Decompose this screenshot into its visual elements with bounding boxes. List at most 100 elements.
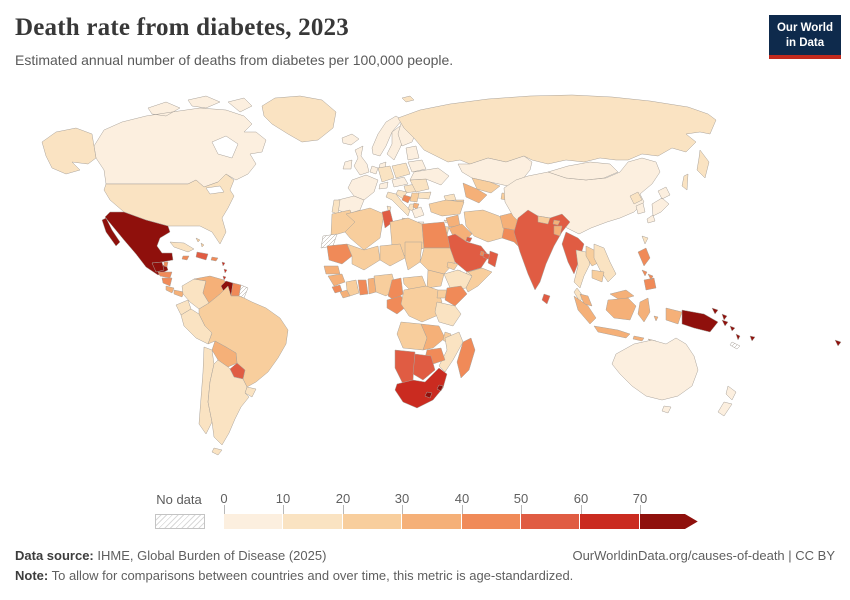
country-zambia[interactable] <box>420 323 446 351</box>
legend-no-data-swatch[interactable] <box>155 514 205 529</box>
country-taiwan[interactable] <box>641 235 649 245</box>
country-cote-divoire[interactable] <box>345 279 360 297</box>
country-uzbekistan[interactable] <box>471 177 501 194</box>
country-vietnam[interactable] <box>593 243 617 283</box>
country-papua-new-guinea[interactable] <box>681 307 728 333</box>
credit-link[interactable]: OurWorldinData.org/causes-of-death | CC … <box>572 548 835 563</box>
country-philippines[interactable] <box>637 247 657 291</box>
country-south-africa[interactable] <box>394 367 448 409</box>
country-turkey[interactable] <box>428 199 465 217</box>
country-australia[interactable] <box>611 337 699 414</box>
country-belarus[interactable] <box>407 159 427 173</box>
country-ukraine[interactable] <box>409 167 450 186</box>
country-united-kingdom[interactable] <box>353 145 370 176</box>
country-greenland[interactable] <box>261 95 337 143</box>
legend-bin-70-plus[interactable] <box>639 514 698 529</box>
country-lesotho[interactable] <box>424 391 433 399</box>
country-austria-czechia[interactable] <box>391 176 409 188</box>
country-sudan[interactable] <box>419 247 456 275</box>
country-ghana[interactable] <box>357 279 369 296</box>
country-jamaica[interactable] <box>181 255 190 261</box>
country-turkmenistan[interactable] <box>462 182 488 204</box>
country-bosnia-herzegovina[interactable] <box>401 194 412 204</box>
country-haiti[interactable] <box>195 251 209 261</box>
country-brazil[interactable] <box>198 285 289 388</box>
legend-bin-50-60[interactable] <box>520 514 581 529</box>
country-somalia[interactable] <box>465 267 493 293</box>
country-mozambique[interactable] <box>438 331 464 373</box>
country-bhutan[interactable] <box>552 219 561 226</box>
country-nepal[interactable] <box>537 215 551 225</box>
country-puerto-rico[interactable] <box>210 256 219 262</box>
country-panama[interactable] <box>173 289 185 298</box>
country-portugal[interactable] <box>331 199 341 215</box>
country-belize[interactable] <box>163 261 169 268</box>
legend-bin-40-50[interactable] <box>461 514 521 529</box>
country-france[interactable] <box>347 174 379 201</box>
owid-logo[interactable]: Our World in Data <box>768 15 841 59</box>
country-norway[interactable] <box>371 115 403 157</box>
country-bahamas[interactable] <box>195 237 205 248</box>
legend-bin-60-70[interactable] <box>580 514 640 529</box>
country-serbia[interactable] <box>409 192 420 203</box>
country-japan[interactable] <box>646 186 671 224</box>
country-iceland[interactable] <box>341 133 360 146</box>
country-nicaragua[interactable] <box>161 277 173 287</box>
country-iran[interactable] <box>463 209 509 243</box>
country-fiji[interactable] <box>749 335 756 342</box>
country-sri-lanka[interactable] <box>541 293 551 305</box>
country-tanzania[interactable] <box>434 301 462 327</box>
country-botswana[interactable] <box>412 353 436 381</box>
country-myanmar[interactable] <box>561 231 585 275</box>
country-namibia[interactable] <box>394 349 416 385</box>
country-argentina[interactable] <box>207 359 250 456</box>
country-mauritania[interactable] <box>326 243 353 265</box>
country-new-caledonia[interactable] <box>729 341 741 350</box>
country-vanuatu[interactable] <box>735 333 741 341</box>
country-chad[interactable] <box>404 241 423 271</box>
legend-bin-10-20[interactable] <box>283 514 343 529</box>
country-pacific-islands[interactable] <box>834 339 842 347</box>
country-svalbard[interactable] <box>401 95 415 103</box>
country-guatemala[interactable] <box>151 261 165 273</box>
country-poland[interactable] <box>391 162 411 179</box>
country-baltics[interactable] <box>405 145 420 161</box>
country-guinea[interactable] <box>327 273 346 287</box>
country-cambodia[interactable] <box>591 269 605 283</box>
country-uganda[interactable] <box>436 289 448 299</box>
country-new-zealand[interactable] <box>717 385 737 417</box>
country-eswatini[interactable] <box>436 384 444 392</box>
country-north-korea[interactable] <box>629 191 643 205</box>
country-russia[interactable] <box>397 94 717 191</box>
country-bolivia[interactable] <box>211 340 238 368</box>
country-kenya[interactable] <box>444 285 468 307</box>
country-south-korea[interactable] <box>635 202 646 215</box>
country-kuwait[interactable] <box>465 236 473 243</box>
country-bangladesh[interactable] <box>553 225 563 237</box>
country-ireland[interactable] <box>342 159 353 170</box>
country-costa-rica[interactable] <box>165 285 175 294</box>
country-cuba[interactable] <box>169 241 195 253</box>
country-mali[interactable] <box>346 243 381 271</box>
country-honduras[interactable] <box>157 271 173 279</box>
country-egypt[interactable] <box>421 221 451 249</box>
country-germany[interactable] <box>377 165 395 183</box>
country-canada[interactable] <box>93 95 267 188</box>
legend-bin-0-10[interactable] <box>224 514 284 529</box>
country-sierra-leone[interactable] <box>331 284 343 294</box>
country-lesser-antilles[interactable] <box>221 261 228 281</box>
country-solomon-islands[interactable] <box>721 319 736 332</box>
country-oman[interactable] <box>487 250 499 268</box>
country-senegal[interactable] <box>323 265 341 275</box>
country-malaysia[interactable] <box>579 289 635 307</box>
legend-bin-30-40[interactable] <box>402 514 462 529</box>
country-madagascar[interactable] <box>456 337 476 379</box>
country-niger[interactable] <box>379 243 406 267</box>
country-dr-congo[interactable] <box>400 285 443 323</box>
legend-bin-20-30[interactable] <box>342 514 403 529</box>
country-switzerland[interactable] <box>378 181 389 190</box>
country-mongolia[interactable] <box>547 161 619 181</box>
country-algeria[interactable] <box>344 207 385 251</box>
country-benelux[interactable] <box>369 165 379 175</box>
country-south-sudan[interactable] <box>426 269 445 289</box>
